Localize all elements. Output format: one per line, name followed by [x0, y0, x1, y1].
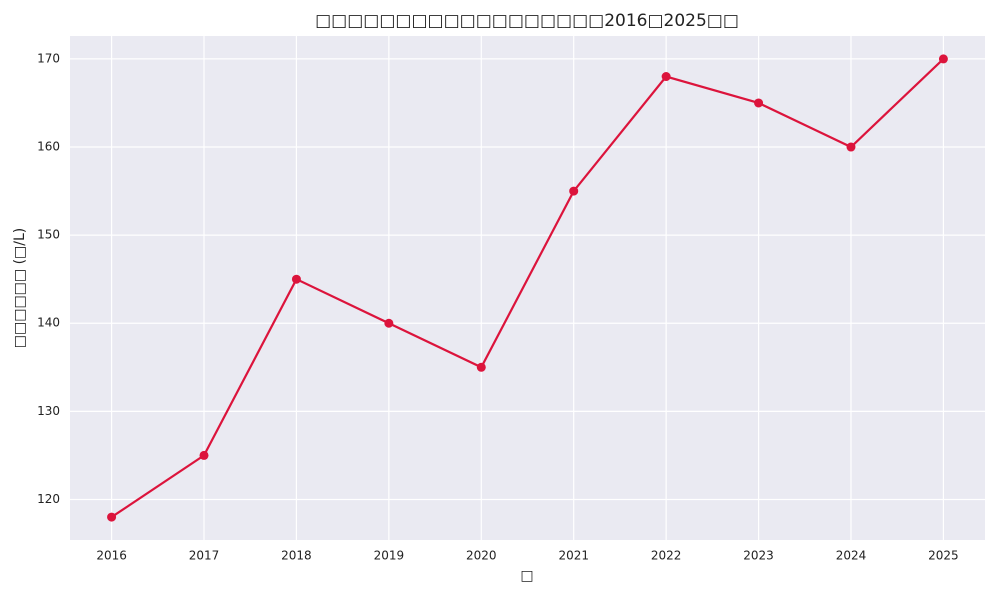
x-tick-label: 2022 — [651, 549, 682, 563]
x-tick-label: 2021 — [558, 549, 589, 563]
plot-area — [70, 36, 985, 540]
point — [661, 72, 671, 82]
x-tick-label: 2019 — [374, 549, 405, 563]
point — [291, 274, 301, 284]
point — [384, 318, 394, 328]
y-tick-label: 170 — [37, 51, 60, 65]
point — [107, 512, 117, 522]
point — [938, 54, 948, 64]
x-tick-label: 2024 — [836, 549, 867, 563]
line — [110, 58, 945, 519]
point — [754, 98, 764, 108]
point — [476, 362, 486, 372]
chart-title: □□□□□□□□□□□□□□□□□□2016□2025□□ — [315, 11, 739, 31]
x-tick-label: 2016 — [96, 549, 127, 563]
y-axis-label: □□□□□□ (□/L) — [12, 228, 28, 348]
x-tick-label: 2018 — [281, 549, 312, 563]
y-tick-label: 120 — [37, 492, 60, 506]
x-axis-label: □ — [520, 568, 533, 584]
y-tick-label: 150 — [37, 228, 60, 242]
point — [569, 186, 579, 196]
y-tick-label: 160 — [37, 140, 60, 154]
y-tick-label: 140 — [37, 316, 60, 330]
x-tick-label: 2020 — [466, 549, 497, 563]
point — [199, 450, 209, 460]
y-tick-label: 130 — [37, 404, 60, 418]
x-tick-label: 2023 — [743, 549, 774, 563]
x-tick-label: 2017 — [189, 549, 220, 563]
point — [846, 142, 856, 152]
x-tick-label: 2025 — [928, 549, 959, 563]
